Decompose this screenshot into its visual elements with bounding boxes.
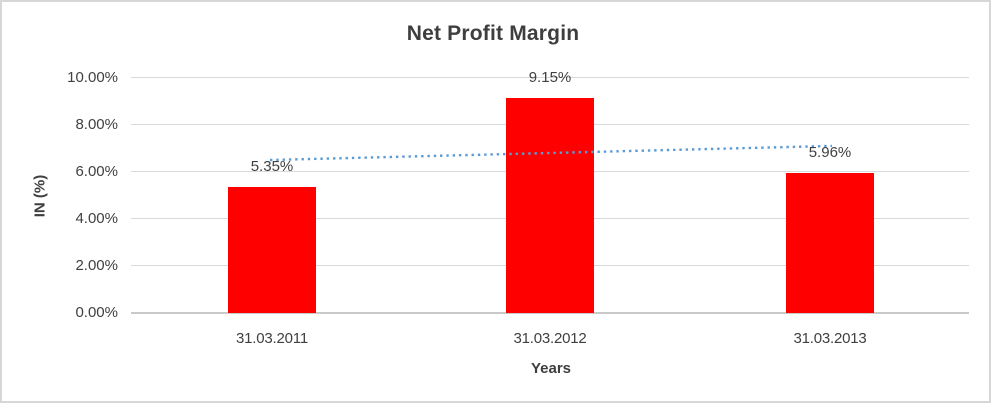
y-tick-label: 6.00% <box>75 163 118 180</box>
bar-2013 <box>786 172 874 313</box>
y-tick-label: 8.00% <box>75 116 118 133</box>
gridline-10pct <box>131 77 969 78</box>
x-tick-label-2013: 31.03.2013 <box>793 330 867 347</box>
data-label-2012: 9.15% <box>528 68 572 86</box>
data-label-2013: 5.96% <box>808 143 852 161</box>
y-tick-label: 0.00% <box>75 304 118 321</box>
data-label-2011: 5.35% <box>250 158 294 176</box>
bar-2012 <box>506 97 594 313</box>
y-tick-label: 4.00% <box>75 210 118 227</box>
x-tick-label-2012: 31.03.2012 <box>513 330 587 347</box>
x-axis-line <box>131 312 969 314</box>
y-tick-label: 2.00% <box>75 257 118 274</box>
chart-title: Net Profit Margin <box>406 22 580 45</box>
x-tick-label-2011: 31.03.2011 <box>236 330 308 347</box>
x-axis-title: Years <box>530 360 572 377</box>
bar-2011 <box>228 187 316 313</box>
y-axis-title: IN (%) <box>31 174 49 218</box>
y-tick-label: 10.00% <box>67 69 118 86</box>
